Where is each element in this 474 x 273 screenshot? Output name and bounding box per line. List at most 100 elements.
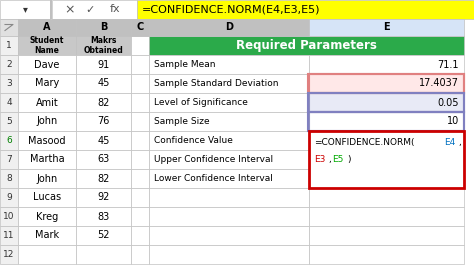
Bar	[131, 55, 149, 74]
Bar	[76, 93, 131, 112]
Text: Masood: Masood	[28, 135, 66, 146]
Text: 3: 3	[6, 79, 12, 88]
Bar	[309, 131, 464, 188]
Bar	[131, 19, 149, 36]
Text: 5: 5	[6, 117, 12, 126]
Bar	[76, 245, 131, 264]
Text: ,: ,	[458, 138, 461, 147]
Bar	[18, 36, 76, 55]
Bar	[309, 150, 464, 169]
Text: Required Parameters: Required Parameters	[236, 39, 377, 52]
Bar	[18, 131, 76, 150]
Bar	[131, 207, 149, 226]
Bar	[149, 169, 309, 188]
Bar	[131, 112, 149, 131]
Text: Sample Size: Sample Size	[154, 117, 210, 126]
Text: =CONFIDENCE.NORM(: =CONFIDENCE.NORM(	[314, 138, 414, 147]
Bar	[18, 112, 76, 131]
Bar	[149, 245, 309, 264]
Bar	[149, 93, 309, 112]
Bar	[309, 169, 464, 188]
Bar	[18, 226, 76, 245]
Bar	[18, 55, 76, 74]
Bar	[309, 55, 464, 74]
Text: Mary: Mary	[35, 79, 59, 88]
Bar	[131, 169, 149, 188]
Text: 63: 63	[97, 155, 109, 165]
Bar	[131, 226, 149, 245]
Bar	[18, 150, 76, 169]
Bar	[76, 74, 131, 93]
Bar	[52, 0, 137, 19]
Bar	[18, 245, 76, 264]
Bar	[131, 36, 149, 55]
Bar	[76, 36, 131, 55]
Bar	[76, 55, 131, 74]
Bar	[309, 226, 464, 245]
Bar	[76, 169, 131, 188]
Bar	[0, 169, 18, 188]
Bar	[309, 131, 464, 150]
Bar	[309, 93, 464, 112]
Bar	[309, 112, 464, 131]
Text: 9: 9	[6, 193, 12, 202]
Bar	[18, 188, 76, 207]
Bar	[76, 207, 131, 226]
Text: 17.4037: 17.4037	[419, 79, 459, 88]
Text: 6: 6	[6, 136, 12, 145]
Text: ×: ×	[65, 3, 75, 16]
Text: 83: 83	[97, 212, 109, 221]
Bar	[0, 55, 18, 74]
Text: Upper Confidence Interval: Upper Confidence Interval	[154, 155, 273, 164]
Bar	[149, 36, 464, 55]
Text: 76: 76	[97, 117, 109, 126]
Bar	[131, 150, 149, 169]
Bar	[0, 19, 18, 36]
Text: 7: 7	[6, 155, 12, 164]
Bar	[18, 207, 76, 226]
Bar	[149, 188, 309, 207]
Text: Dave: Dave	[34, 60, 60, 70]
Bar	[149, 207, 309, 226]
Text: Confidence Value: Confidence Value	[154, 136, 233, 145]
Bar	[149, 112, 309, 131]
Bar	[0, 150, 18, 169]
Text: 4: 4	[6, 98, 12, 107]
Text: 91: 91	[97, 60, 109, 70]
Bar	[0, 0, 50, 19]
Text: 45: 45	[97, 135, 109, 146]
Text: 82: 82	[97, 174, 109, 183]
Bar	[131, 131, 149, 150]
Text: Lucas: Lucas	[33, 192, 61, 203]
Text: B: B	[100, 22, 107, 32]
Bar	[309, 19, 464, 36]
Text: E5: E5	[332, 155, 344, 164]
Text: 92: 92	[97, 192, 109, 203]
Bar	[308, 112, 464, 131]
Text: ): )	[347, 155, 350, 164]
Text: John: John	[36, 117, 58, 126]
Text: ,: ,	[328, 155, 331, 164]
Bar	[149, 150, 309, 169]
Text: Lower Confidence Interval: Lower Confidence Interval	[154, 174, 273, 183]
Text: 71.1: 71.1	[438, 60, 459, 70]
Text: 52: 52	[97, 230, 110, 241]
Text: Martha: Martha	[30, 155, 64, 165]
Bar	[18, 19, 76, 36]
Bar	[0, 93, 18, 112]
Bar	[76, 188, 131, 207]
Bar	[18, 93, 76, 112]
Text: ✓: ✓	[85, 4, 95, 14]
Bar	[309, 74, 464, 93]
Bar	[149, 226, 309, 245]
Text: 10: 10	[3, 212, 15, 221]
Bar	[309, 131, 464, 188]
Text: 45: 45	[97, 79, 109, 88]
Bar	[308, 74, 464, 93]
Bar	[309, 188, 464, 207]
Text: 1: 1	[6, 41, 12, 50]
Text: John: John	[36, 174, 58, 183]
Text: D: D	[225, 22, 233, 32]
Bar	[309, 207, 464, 226]
Bar	[149, 74, 309, 93]
